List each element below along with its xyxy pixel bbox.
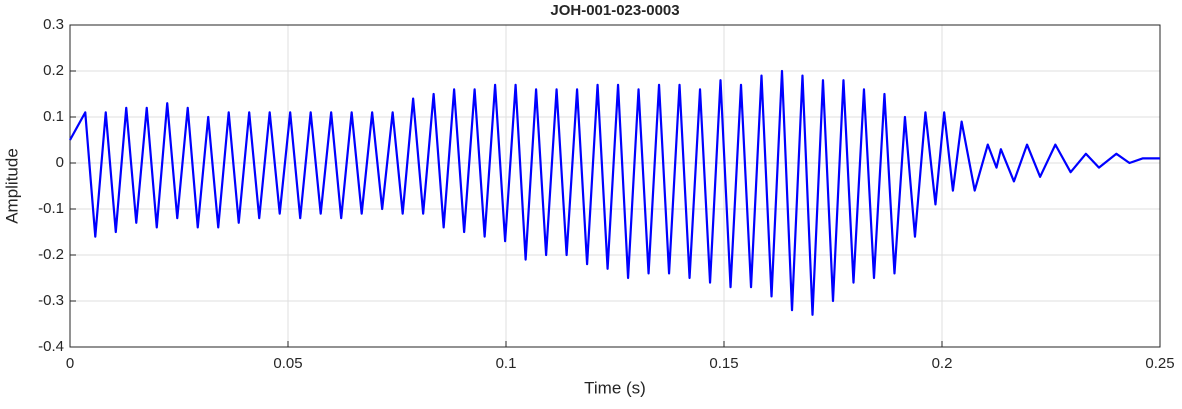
y-tick-label: -0.1	[38, 200, 64, 217]
x-tick-label: 0.15	[709, 355, 738, 372]
y-tick-label: 0	[56, 154, 64, 171]
chart-title: JOH-001-023-0003	[550, 2, 679, 19]
y-tick-label: -0.2	[38, 246, 64, 263]
y-tick-label: -0.3	[38, 292, 64, 309]
x-tick-label: 0.2	[932, 355, 953, 372]
x-axis-label: Time (s)	[584, 378, 646, 397]
plot-frame	[69, 24, 1161, 348]
x-tick-label: 0	[66, 355, 74, 372]
x-tick-label: 0.25	[1145, 355, 1174, 372]
y-tick-label: -0.4	[38, 338, 64, 355]
waveform-line	[69, 69, 1160, 316]
y-tick-label: 0.1	[43, 108, 64, 125]
x-tick-label: 0.1	[496, 355, 517, 372]
y-axis-label: Amplitude	[2, 148, 21, 224]
x-tick-label: 0.05	[273, 355, 302, 372]
y-tick-label: 0.2	[43, 62, 64, 79]
y-tick-label: 0.3	[43, 16, 64, 33]
